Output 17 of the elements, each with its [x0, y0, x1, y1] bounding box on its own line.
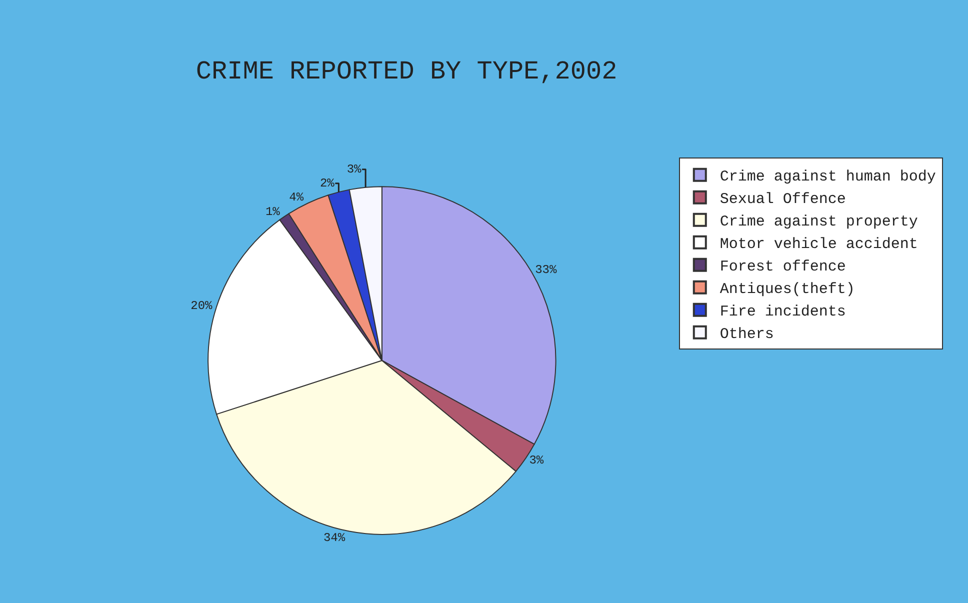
- legend-label: Crime against human body: [720, 168, 936, 186]
- legend-label: Others: [720, 326, 774, 344]
- data-label: 3%: [346, 162, 362, 176]
- legend-label: Antiques(theft): [720, 281, 855, 298]
- data-label: 4%: [289, 190, 304, 204]
- legend-label: Forest offence: [720, 258, 846, 276]
- legend-label: Motor vehicle accident: [720, 236, 918, 254]
- data-label: 33%: [535, 263, 558, 278]
- legend-label: Crime against property: [720, 214, 918, 231]
- data-label: 3%: [529, 453, 544, 468]
- legend-label: Fire incidents: [720, 304, 846, 321]
- chart-title: CRIME REPORTED BY TYPE,2002: [196, 56, 618, 86]
- data-label: 20%: [190, 299, 214, 314]
- data-label: 1%: [265, 204, 281, 219]
- data-label: 2%: [320, 176, 336, 190]
- legend-label: Sexual Offence: [720, 191, 846, 208]
- data-label: 34%: [323, 531, 346, 546]
